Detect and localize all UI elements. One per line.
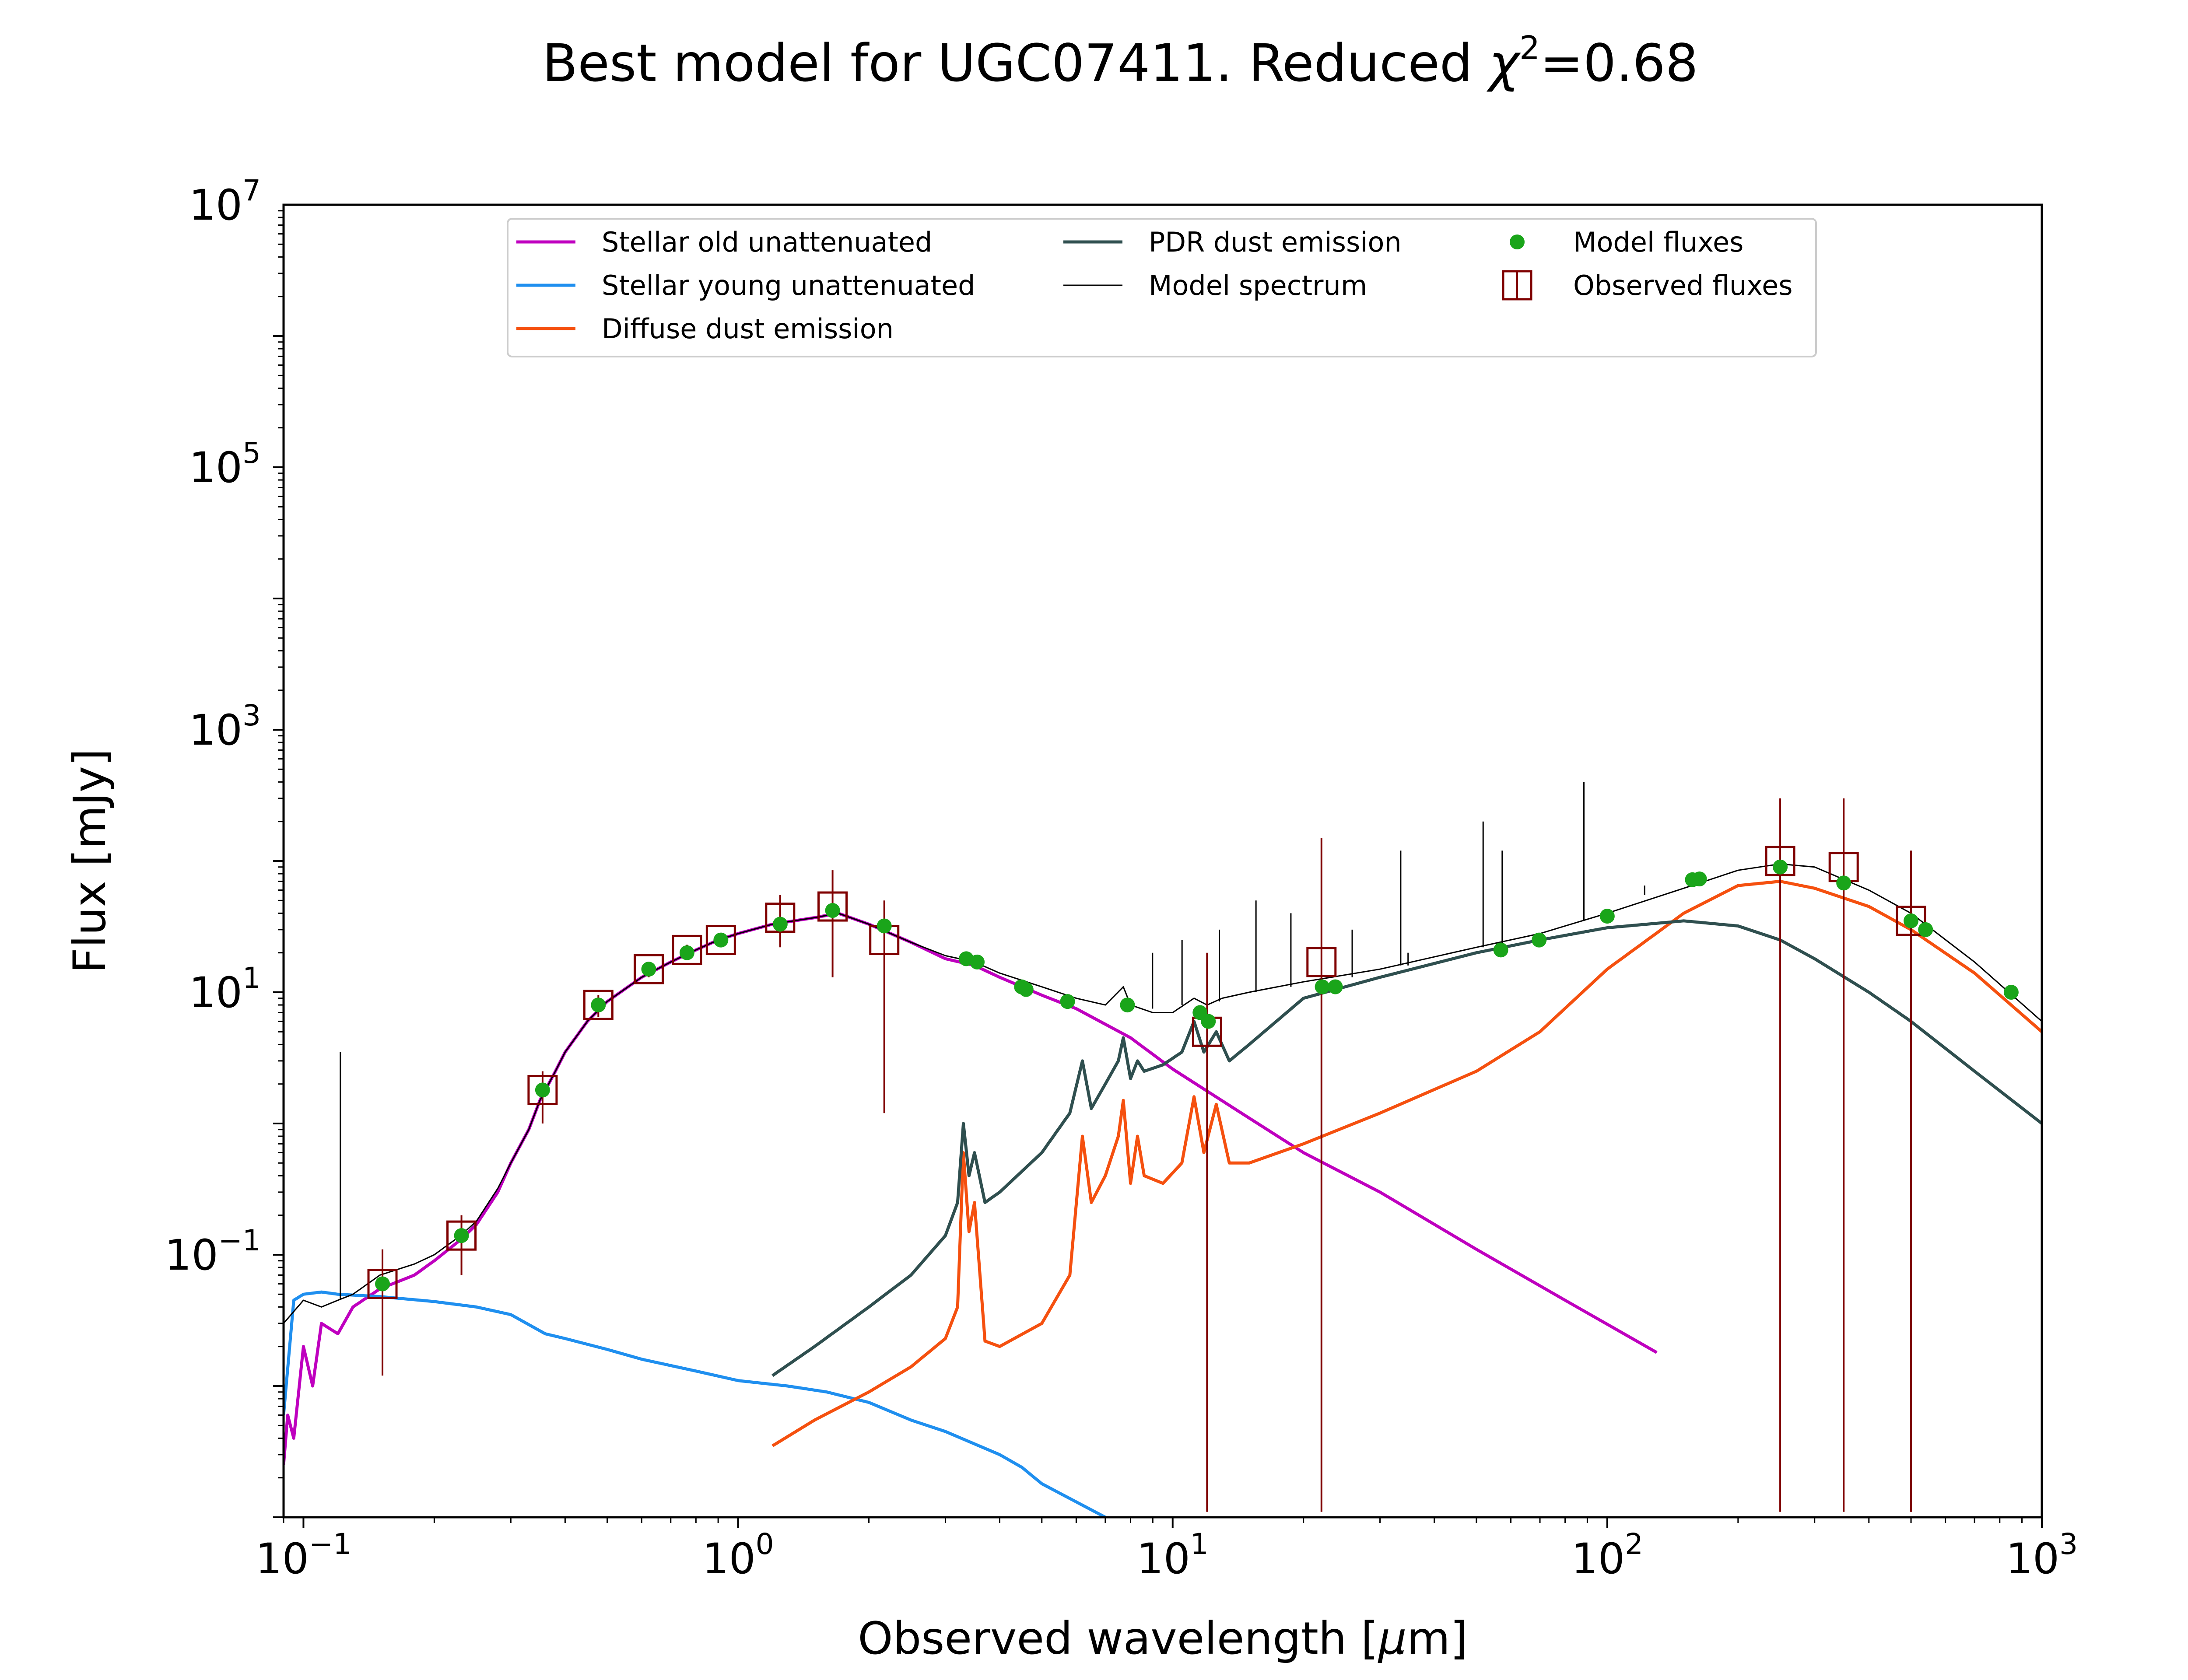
observed-flux-marker	[765, 903, 796, 933]
x-axis-label: Observed wavelength [μm]	[858, 1613, 1468, 1665]
legend-label-stellar-old-unattenuated: Stellar old unattenuated	[602, 226, 932, 258]
model-flux-point	[1904, 913, 1919, 928]
observed-flux-marker	[1765, 846, 1795, 876]
model-flux-point	[1018, 982, 1034, 997]
chart-title: Best model for UGC07411. Reduced χ2=0.68	[542, 29, 1698, 93]
model-flux-point	[1315, 979, 1330, 994]
legend-label-pdr-dust-emission: PDR dust emission	[1149, 226, 1402, 258]
model-flux-point	[375, 1276, 390, 1292]
observed-flux-marker	[672, 934, 702, 965]
model-flux-point	[2003, 985, 2019, 1000]
y-axis-label: Flux [mJy]	[64, 749, 116, 973]
y-tick-label: 101	[189, 961, 261, 1017]
legend: Stellar old unattenuated Stellar young un…	[507, 218, 1817, 357]
x-tick-label: 10−1	[256, 1527, 351, 1583]
x-tick-label: 100	[702, 1527, 774, 1583]
legend-box	[507, 218, 1817, 357]
model-flux-point	[1599, 909, 1615, 924]
legend-label-model-fluxes: Model fluxes	[1573, 226, 1743, 258]
x-tick-label: 102	[1571, 1527, 1643, 1583]
series-line-diffuse-dust-emission	[771, 880, 2042, 1447]
model-flux-point	[641, 962, 656, 977]
y-tick-label: 103	[189, 699, 261, 755]
legend-label-model-spectrum: Model spectrum	[1149, 270, 1367, 301]
plot-content	[284, 782, 2042, 1517]
observed-flux-marker	[705, 925, 736, 956]
observed-flux-marker	[527, 1074, 558, 1105]
x-axis: 10−1 100 101 102 103	[256, 1517, 2078, 1583]
observed-flux-marker	[817, 891, 848, 922]
observed-flux-marker	[583, 990, 614, 1020]
model-flux-point	[1773, 859, 1788, 875]
series-line-pdr-dust-emission	[771, 919, 2042, 1377]
y-tick-label: 105	[189, 436, 261, 492]
legend-label-stellar-young-unattenuated: Stellar young unattenuated	[602, 270, 975, 301]
model-flux-point	[1692, 872, 1707, 887]
observed-flux-marker	[1306, 947, 1337, 977]
model-flux-point	[591, 998, 606, 1013]
model-flux-point	[877, 918, 892, 934]
model-flux-point	[1918, 922, 1933, 937]
legend-label-diffuse-dust-emission: Diffuse dust emission	[602, 313, 894, 345]
y-axis: 10−1 101 103 105 107	[165, 174, 284, 1518]
model-flux-point	[1532, 932, 1547, 948]
observed-flux-marker	[446, 1220, 477, 1251]
legend-swatch-model-fluxes	[1510, 234, 1525, 249]
y-tick-label: 107	[189, 174, 261, 230]
observed-flux-marker	[367, 1269, 398, 1299]
series-line-stellar-young-unattenuated	[284, 1290, 1106, 1517]
model-flux-point	[1836, 875, 1851, 891]
model-flux-point	[1328, 979, 1343, 994]
model-flux-point	[772, 917, 788, 932]
model-flux-point	[1060, 994, 1075, 1009]
model-flux-point	[1120, 998, 1135, 1013]
x-tick-label: 101	[1137, 1527, 1209, 1583]
model-flux-point	[454, 1228, 469, 1243]
model-flux-point	[825, 903, 840, 918]
model-flux-point	[679, 945, 694, 960]
model-flux-point	[535, 1082, 550, 1098]
model-flux-point	[970, 954, 985, 970]
observed-flux-marker	[1896, 906, 1926, 936]
y-tick-label: 10−1	[165, 1224, 261, 1280]
observed-flux-marker	[633, 954, 664, 984]
legend-label-observed-fluxes: Observed fluxes	[1573, 270, 1793, 301]
model-flux-point	[1201, 1014, 1216, 1029]
model-flux-point	[713, 932, 729, 948]
x-tick-label: 103	[2006, 1527, 2078, 1583]
model-flux-point	[1493, 942, 1508, 958]
